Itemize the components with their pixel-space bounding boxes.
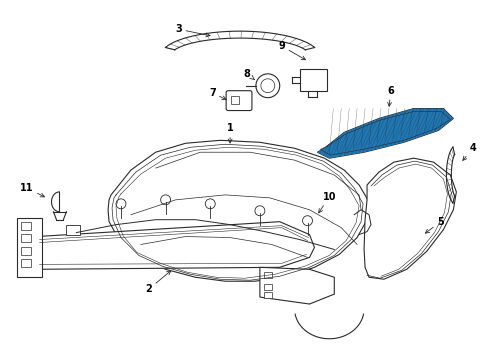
Text: 2: 2 xyxy=(145,271,170,294)
Circle shape xyxy=(255,74,279,98)
FancyBboxPatch shape xyxy=(20,247,31,255)
FancyBboxPatch shape xyxy=(66,225,80,235)
Text: 6: 6 xyxy=(386,86,393,106)
Polygon shape xyxy=(317,109,452,158)
Circle shape xyxy=(254,206,264,216)
Text: 1: 1 xyxy=(226,123,233,143)
Circle shape xyxy=(302,216,312,226)
Text: 7: 7 xyxy=(208,88,225,100)
Text: 10: 10 xyxy=(318,192,335,213)
Text: 5: 5 xyxy=(425,217,443,233)
Text: 9: 9 xyxy=(278,41,305,60)
Text: 3: 3 xyxy=(175,24,209,37)
Polygon shape xyxy=(317,109,452,158)
Circle shape xyxy=(161,195,170,205)
FancyBboxPatch shape xyxy=(231,96,239,104)
FancyBboxPatch shape xyxy=(20,222,31,230)
Polygon shape xyxy=(259,267,334,304)
FancyBboxPatch shape xyxy=(264,272,271,278)
FancyBboxPatch shape xyxy=(264,292,271,298)
Text: 11: 11 xyxy=(20,183,44,197)
Polygon shape xyxy=(17,218,41,277)
FancyBboxPatch shape xyxy=(225,91,251,111)
Polygon shape xyxy=(37,222,314,269)
FancyBboxPatch shape xyxy=(264,284,271,290)
Circle shape xyxy=(205,199,215,209)
FancyBboxPatch shape xyxy=(299,69,326,91)
Circle shape xyxy=(260,79,274,93)
Polygon shape xyxy=(108,140,368,281)
Polygon shape xyxy=(364,158,455,279)
Circle shape xyxy=(116,199,126,209)
FancyBboxPatch shape xyxy=(20,234,31,242)
Text: 8: 8 xyxy=(243,69,254,80)
FancyBboxPatch shape xyxy=(20,260,31,267)
Text: 4: 4 xyxy=(462,143,476,160)
